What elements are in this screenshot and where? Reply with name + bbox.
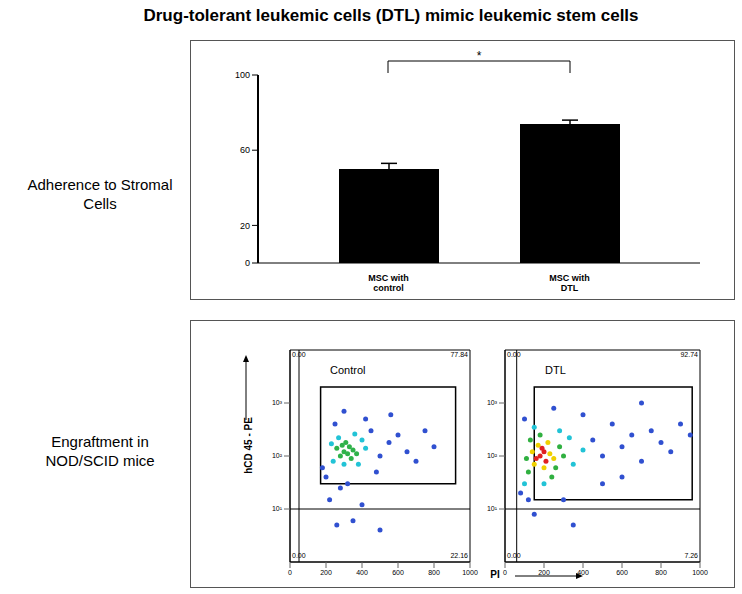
- svg-text:10³: 10³: [487, 399, 498, 406]
- svg-text:10¹: 10¹: [272, 505, 283, 512]
- svg-text:10²: 10²: [272, 452, 283, 459]
- svg-text:10³: 10³: [272, 399, 283, 406]
- svg-text:1000: 1000: [692, 569, 708, 576]
- svg-text:600: 600: [392, 569, 404, 576]
- svg-text:0: 0: [503, 569, 507, 576]
- svg-text:10²: 10²: [487, 452, 498, 459]
- html-text:hCD 45 - PE: hCD 45 - PE: [242, 417, 254, 474]
- html-text:Control: Control: [330, 364, 366, 376]
- html-text:0.00: 0.00: [507, 552, 521, 559]
- svg-text:0: 0: [245, 258, 250, 268]
- html-text:22.16: 22.16: [450, 552, 468, 559]
- svg-text:MSC withcontrol: MSC withcontrol: [368, 273, 409, 293]
- html-text:Drug-tolerant leukemic cells (: Drug-tolerant leukemic cells (DTL) mimic…: [143, 6, 639, 25]
- html-text:DTL: DTL: [545, 364, 566, 376]
- html-text:92.74: 92.74: [680, 351, 698, 358]
- svg-text:20: 20: [240, 221, 250, 231]
- svg-text:400: 400: [356, 569, 368, 576]
- svg-text:100: 100: [235, 70, 250, 80]
- html-text:PI: PI: [490, 569, 500, 580]
- svg-text:10¹: 10¹: [487, 505, 498, 512]
- svg-text:600: 600: [616, 569, 628, 576]
- svg-text:400: 400: [577, 569, 589, 576]
- svg-text:1000: 1000: [462, 569, 478, 576]
- svg-text:0: 0: [288, 569, 292, 576]
- svg-text:60: 60: [240, 145, 250, 155]
- svg-text:800: 800: [655, 569, 667, 576]
- html-text:0.00: 0.00: [292, 552, 306, 559]
- html-text:Engraftment in NOD/SCID mice: Engraftment in NOD/SCID mice: [45, 433, 155, 469]
- svg-text:800: 800: [428, 569, 440, 576]
- svg-text:MSC withDTL: MSC withDTL: [549, 273, 590, 293]
- html-text:Adherence to Stromal Cells: Adherence to Stromal Cells: [27, 176, 173, 212]
- html-text:0.00: 0.00: [292, 351, 306, 358]
- svg-text:200: 200: [320, 569, 332, 576]
- svg-text:200: 200: [538, 569, 550, 576]
- html-text:0.00: 0.00: [507, 351, 521, 358]
- html-text:77.84: 77.84: [450, 351, 468, 358]
- html-text:7.26: 7.26: [684, 552, 698, 559]
